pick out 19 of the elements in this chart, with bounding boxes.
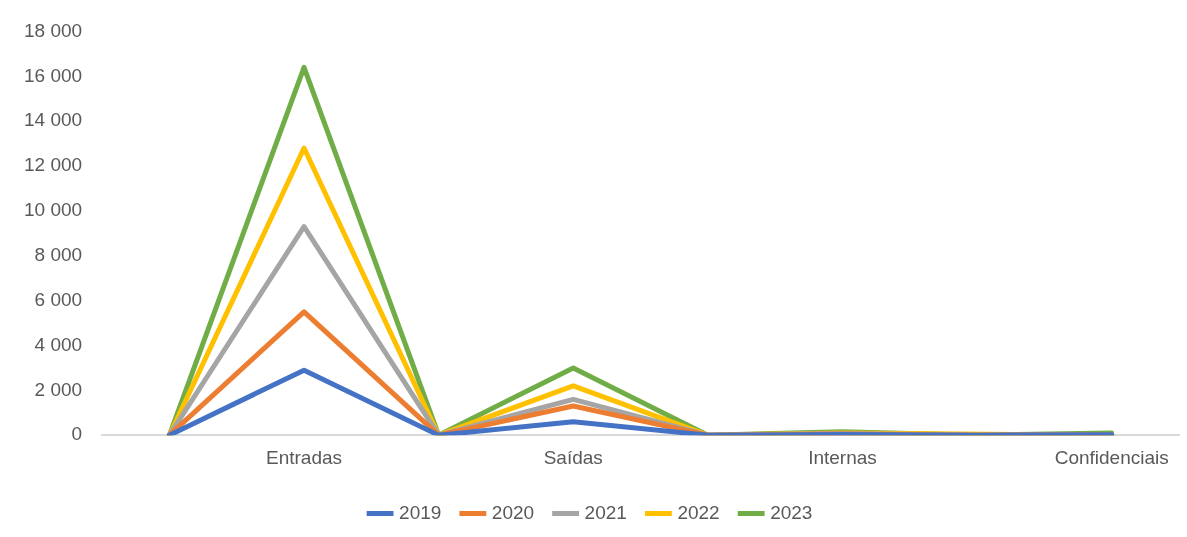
y-tick-label: 10 000 [23, 199, 83, 221]
x-tick-label: Internas [808, 446, 877, 468]
legend-label: 2022 [677, 501, 720, 523]
y-tick-label: 12 000 [23, 154, 83, 176]
y-tick-label: 18 000 [23, 19, 83, 41]
legend-label: 2019 [399, 501, 442, 523]
x-tick-label: Confidenciais [1054, 446, 1169, 468]
legend-label: 2023 [770, 501, 813, 523]
legend-label: 2021 [584, 501, 627, 523]
x-tick-label: Entradas [266, 446, 343, 468]
y-tick-label: 16 000 [23, 64, 83, 86]
y-tick-label: 0 [71, 423, 83, 445]
y-tick-label: 14 000 [23, 109, 83, 131]
y-tick-label: 4 000 [34, 333, 83, 355]
legend-label: 2020 [491, 501, 535, 523]
y-tick-label: 8 000 [34, 243, 83, 265]
x-tick-label: Saídas [543, 446, 603, 468]
y-tick-label: 2 000 [34, 378, 83, 400]
y-tick-label: 6 000 [34, 288, 83, 310]
